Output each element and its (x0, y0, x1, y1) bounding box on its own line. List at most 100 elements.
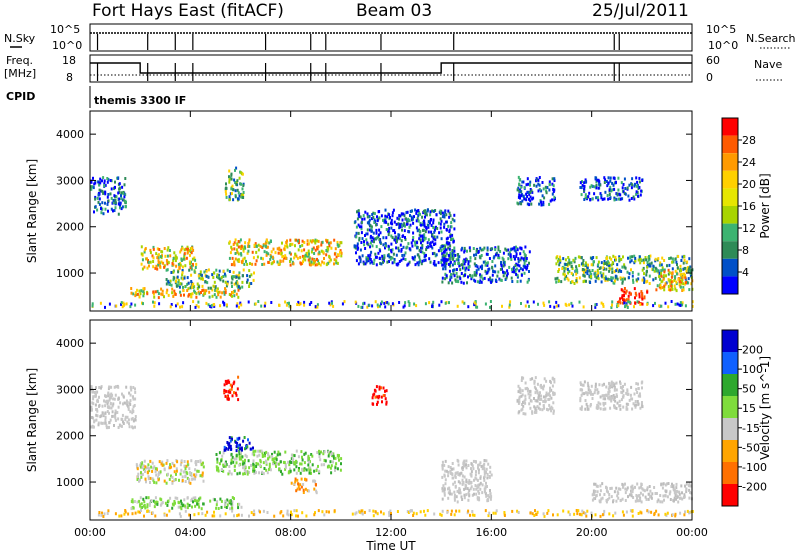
power-cell (188, 249, 191, 253)
power-cell (491, 278, 494, 282)
velocity-cell (174, 496, 177, 500)
velocity-cell (458, 489, 461, 493)
power-cell (239, 170, 242, 174)
power-cell (473, 262, 476, 266)
power-cell (670, 284, 673, 288)
velocity-cell (444, 478, 447, 482)
power-cell (624, 291, 627, 295)
power-cell (487, 269, 490, 273)
power-cell (236, 302, 239, 306)
power-cell (263, 304, 266, 308)
velocity-cell (327, 450, 330, 454)
power-cell (384, 208, 387, 212)
velocity-cell (107, 392, 110, 396)
velocity-cell (193, 473, 196, 477)
velocity-cell (465, 466, 468, 470)
power-cell (415, 211, 418, 215)
velocity-cell (481, 467, 484, 471)
power-cell (444, 254, 447, 258)
power-cell (98, 197, 101, 201)
velocity-cell (183, 460, 186, 463)
power-cell (365, 258, 368, 262)
velocity-cell (129, 399, 132, 403)
velocity-cell (337, 455, 340, 459)
velocity-cell (615, 388, 618, 392)
power-cell (423, 236, 426, 240)
velocity-cell (465, 484, 468, 488)
velocity-cell (640, 482, 643, 486)
power-cell (654, 257, 657, 261)
velocity-cell (632, 496, 635, 499)
power-cell (592, 263, 595, 267)
power-cell (633, 184, 636, 188)
power-cell (224, 288, 227, 292)
power-cell (584, 178, 587, 182)
power-cell (160, 260, 163, 264)
power-cell (378, 216, 381, 220)
power-cell (424, 215, 426, 219)
power-cell (643, 296, 646, 300)
velocity-cell (234, 391, 237, 395)
power-cell (449, 251, 452, 255)
power-cell (583, 268, 586, 272)
power-cell (540, 203, 543, 207)
power-cell (397, 249, 400, 253)
power-cell (409, 214, 411, 217)
power-cell (594, 271, 597, 275)
power-cell (526, 177, 529, 181)
velocity-cell (258, 471, 261, 475)
velocity-cell (120, 514, 123, 518)
power-cell (296, 303, 299, 306)
power-cell (421, 250, 424, 254)
power-cell (190, 247, 193, 250)
power-cell (608, 193, 611, 196)
velocity-cell (449, 492, 451, 496)
velocity-cell (456, 471, 459, 475)
power-cell (395, 236, 398, 240)
power-cell (641, 278, 644, 282)
velocity-cell (659, 494, 662, 497)
velocity-cell (685, 487, 688, 491)
power-cell (366, 232, 369, 236)
power-cell (371, 244, 374, 248)
velocity-cell (448, 489, 451, 493)
velocity-cell (104, 411, 107, 415)
power-cell (263, 250, 266, 254)
velocity-cell (479, 475, 482, 479)
velocity-cell (529, 511, 532, 515)
velocity-cell (486, 476, 489, 480)
power-cell (204, 291, 207, 295)
velocity-cell (299, 471, 302, 475)
power-cell (289, 257, 292, 261)
velocity-cell (293, 509, 296, 513)
power-cell (497, 248, 500, 252)
power-cell (228, 240, 231, 244)
velocity-cell (265, 450, 268, 454)
power-cell (244, 246, 247, 250)
power-cell (112, 209, 114, 213)
power-cell (592, 256, 595, 259)
velocity-cell (146, 503, 149, 507)
velocity-cell (330, 471, 333, 475)
power-cell (185, 247, 187, 251)
power-cell (515, 245, 517, 249)
power-cell (445, 241, 448, 245)
velocity-cell (104, 421, 107, 425)
power-cell (616, 192, 619, 196)
power-cell (600, 261, 603, 265)
velocity-cell (635, 494, 638, 497)
power-cell (590, 263, 593, 267)
velocity-cell (194, 496, 197, 500)
velocity-cell (518, 395, 521, 399)
velocity-cell (90, 408, 93, 412)
power-cell (508, 303, 511, 307)
velocity-cell (545, 391, 548, 395)
power-cell (101, 179, 103, 183)
power-cell (473, 273, 476, 277)
power-cell (425, 248, 428, 252)
power-cell (122, 192, 125, 196)
nsearch-label: N.Search (746, 32, 796, 45)
power-cell (159, 261, 162, 265)
power-cell (317, 252, 320, 256)
power-cell (610, 263, 613, 267)
